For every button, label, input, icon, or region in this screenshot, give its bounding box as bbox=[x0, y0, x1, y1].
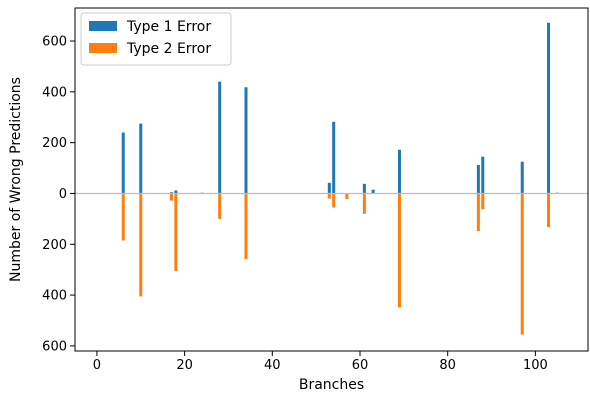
y-tick-label: 0 bbox=[59, 187, 67, 202]
bar-type-1-branch-28 bbox=[218, 81, 222, 194]
bar-type-2-branch-87 bbox=[476, 193, 480, 232]
x-tick-label: 20 bbox=[176, 358, 193, 373]
y-tick-label: 400 bbox=[42, 289, 67, 304]
bar-type-2-branch-28 bbox=[218, 193, 222, 219]
bar-type-2-branch-6 bbox=[121, 193, 125, 241]
legend: Type 1 Error Type 2 Error bbox=[80, 12, 232, 66]
bar-type-2-branch-17 bbox=[169, 193, 173, 201]
bar-type-2-branch-57 bbox=[345, 193, 349, 200]
y-tick-label: 600 bbox=[42, 35, 67, 50]
bars-layer bbox=[121, 22, 559, 335]
x-tick-label: 40 bbox=[264, 358, 281, 373]
bar-type-1-branch-103 bbox=[547, 22, 551, 194]
bar-type-1-branch-69 bbox=[397, 149, 401, 194]
bar-type-1-branch-53 bbox=[327, 182, 331, 194]
legend-swatch-type-2 bbox=[89, 43, 117, 53]
bar-type-1-branch-6 bbox=[121, 132, 125, 194]
bar-type-2-branch-53 bbox=[327, 193, 331, 199]
bar-type-2-branch-97 bbox=[520, 193, 524, 335]
x-axis-label: Branches bbox=[299, 377, 364, 393]
bar-type-1-branch-10 bbox=[139, 123, 143, 194]
bar-type-2-branch-61 bbox=[362, 193, 366, 214]
bar-type-2-branch-103 bbox=[547, 193, 551, 228]
bar-type-2-branch-54 bbox=[332, 193, 336, 208]
y-tick-label: 600 bbox=[42, 339, 67, 354]
y-tick-label: 200 bbox=[42, 136, 67, 151]
bar-type-1-branch-87 bbox=[476, 165, 480, 194]
legend-entry-type-2: Type 2 Error bbox=[126, 41, 211, 57]
x-tick-label: 80 bbox=[439, 358, 456, 373]
bar-type-1-branch-17 bbox=[169, 192, 173, 194]
bar-type-1-branch-61 bbox=[362, 183, 366, 194]
x-tick-label: 100 bbox=[523, 358, 548, 373]
bar-type-2-branch-18 bbox=[174, 193, 178, 271]
bar-type-2-branch-88 bbox=[481, 193, 485, 210]
bar-type-1-branch-63 bbox=[371, 189, 375, 194]
bar-type-1-branch-97 bbox=[520, 161, 524, 194]
y-tick-label: 400 bbox=[42, 85, 67, 100]
legend-box bbox=[80, 12, 232, 66]
y-axis-label: Number of Wrong Predictions bbox=[8, 77, 24, 282]
x-tick-label: 60 bbox=[352, 358, 369, 373]
bar-type-2-branch-69 bbox=[397, 193, 401, 308]
legend-swatch-type-1 bbox=[89, 21, 117, 31]
bar-type-1-branch-54 bbox=[332, 121, 336, 194]
x-tick-label: 0 bbox=[93, 358, 101, 373]
plot-frame bbox=[74, 7, 589, 352]
bar-type-1-branch-88 bbox=[481, 156, 485, 194]
bar-type-2-branch-34 bbox=[244, 193, 248, 260]
ticks-layer: 0 20 40 60 80 100 600 400 200 0 200 400 600 bbox=[42, 35, 548, 373]
y-tick-label: 200 bbox=[42, 238, 67, 253]
bar-type-2-branch-10 bbox=[139, 193, 143, 297]
bar-type-1-branch-34 bbox=[244, 87, 248, 194]
legend-entry-type-1: Type 1 Error bbox=[126, 19, 211, 35]
bar-type-1-branch-18 bbox=[174, 190, 178, 194]
